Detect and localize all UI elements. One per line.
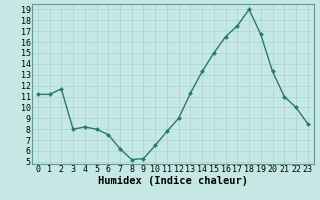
X-axis label: Humidex (Indice chaleur): Humidex (Indice chaleur) (98, 176, 248, 186)
